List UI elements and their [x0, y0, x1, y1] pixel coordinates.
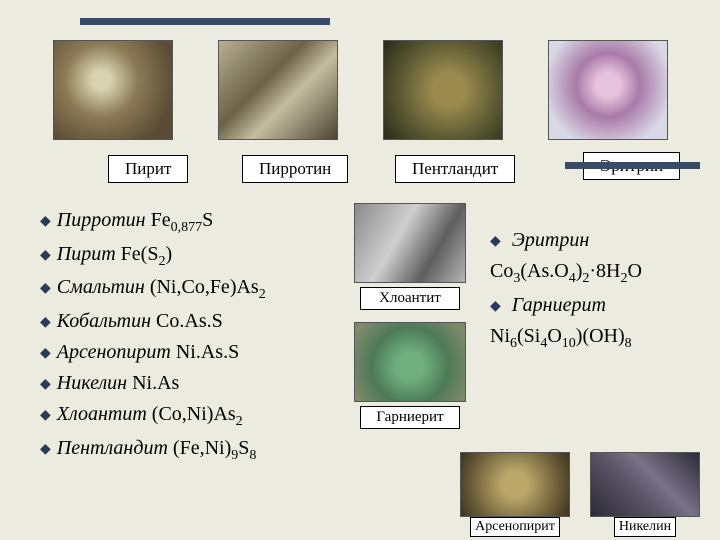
mid-mineral-column: Хлоантит Гарниерит: [350, 203, 470, 441]
erythrite-image: [548, 40, 668, 140]
chloanthite-label: Хлоантит: [360, 287, 460, 310]
pyrite-image: [53, 40, 173, 140]
pyrite-label: Пирит: [108, 155, 188, 183]
nickeline-image: [590, 452, 700, 517]
bottom-mineral-row: Арсенопирит Никелин: [460, 452, 700, 537]
arsenopyrite-label: Арсенопирит: [470, 517, 560, 537]
garnierite-image: [354, 322, 466, 402]
pentlandite-image: [383, 40, 503, 140]
top-mineral-row: [0, 40, 720, 140]
mid-accent-bar: [565, 162, 700, 169]
arsenopyrite-image: [460, 452, 570, 517]
chloanthite-image: [354, 203, 466, 283]
pentlandite-label: Пентландит: [395, 155, 515, 183]
pyrrhotite-label: Пирротин: [242, 155, 348, 183]
mineral-list-right: Эритрин Co3(As.O4)2·8H2O Гарниерит Ni6(S…: [490, 225, 642, 354]
pyrrhotite-image: [218, 40, 338, 140]
header-accent-bar: [80, 18, 330, 25]
nickeline-label: Никелин: [614, 517, 676, 537]
garnierite-label: Гарниерит: [360, 406, 460, 429]
mineral-list-left: Пирротин Fe0,877S Пирит Fe(S2) Смальтин …: [40, 205, 266, 466]
